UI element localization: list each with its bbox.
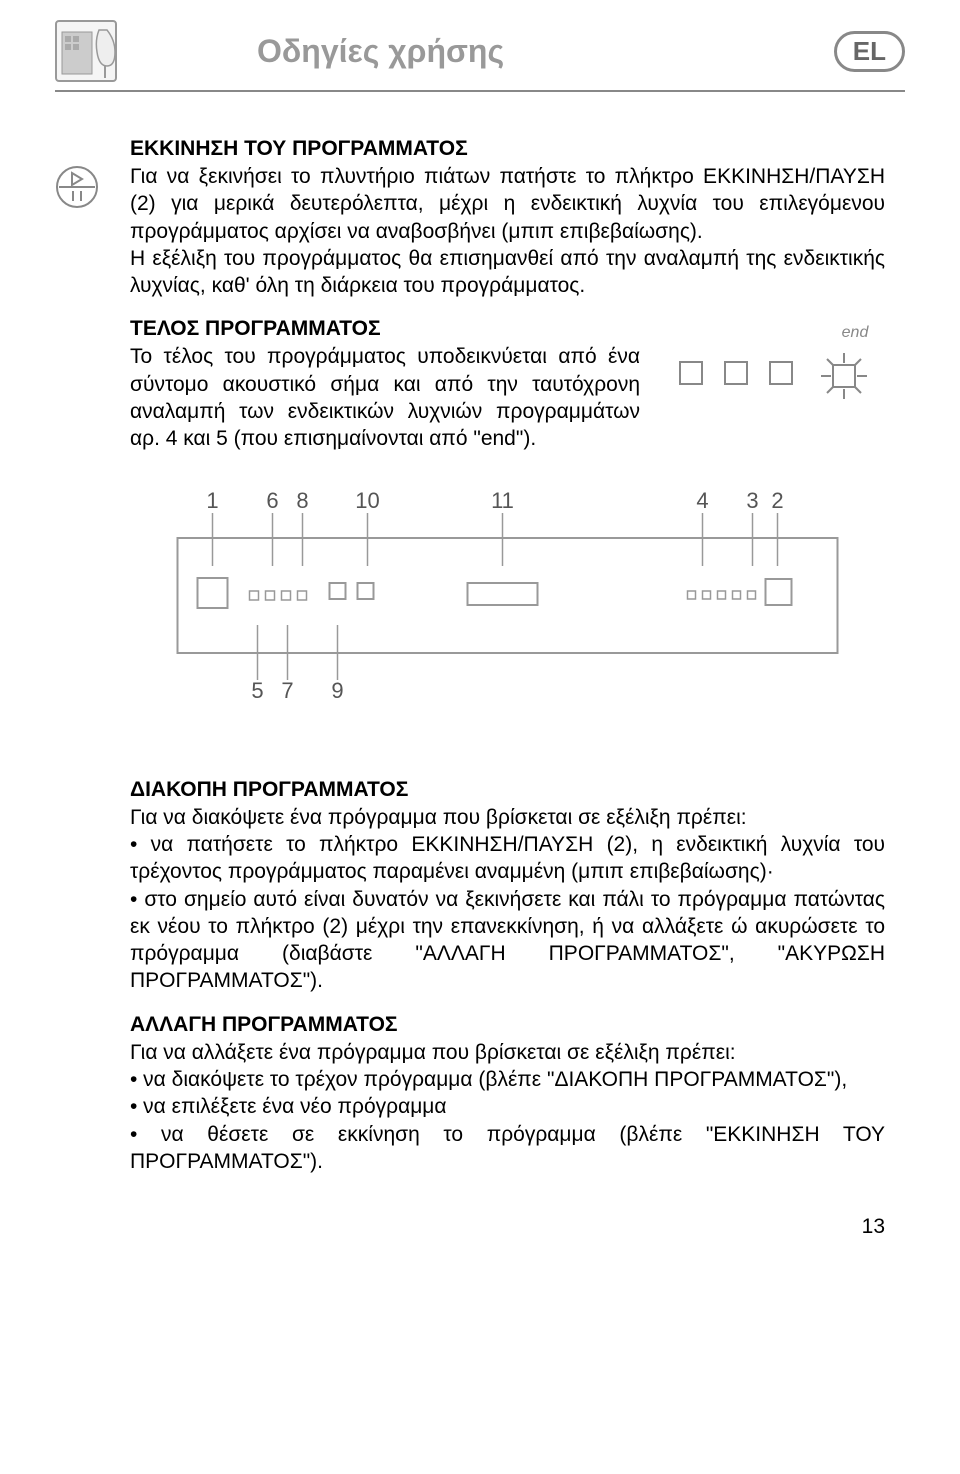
body-text: Η εξέλιξη του προγράμματος θα επισημανθε… xyxy=(130,245,885,300)
svg-text:5: 5 xyxy=(251,678,263,703)
section-title: ΑΛΛΑΓΗ ΠΡΟΓΡΑΜΜΑΤΟΣ xyxy=(130,1013,885,1037)
logo-icon xyxy=(55,20,117,82)
control-panel-diagram: 1 68 10 11 4 32 57 9 xyxy=(130,483,885,718)
bullet: • να θέσετε σε εκκίνηση το πρόγραμμα (βλ… xyxy=(130,1121,885,1176)
section-title: ΔΙΑΚΟΠΗ ΠΡΟΓΡΑΜΜΑΤΟΣ xyxy=(130,778,885,802)
svg-text:6: 6 xyxy=(266,488,278,513)
svg-text:7: 7 xyxy=(281,678,293,703)
section-end: ΤΕΛΟΣ ΠΡΟΓΡΑΜΜΑΤΟΣ Το τέλος του προγράμμ… xyxy=(130,317,885,452)
content: ΕΚΚΙΝΗΣΗ ΤΟΥ ΠΡΟΓΡΑΜΜΑΤΟΣ Για να ξεκινήσ… xyxy=(55,137,905,1175)
svg-text:11: 11 xyxy=(491,488,514,513)
svg-text:10: 10 xyxy=(355,488,379,513)
bullet: • να επιλέξετε ένα νέο πρόγραμμα xyxy=(130,1093,885,1120)
body-text: Για να διακόψετε ένα πρόγραμμα που βρίσκ… xyxy=(130,804,885,831)
body-text: Για να αλλάξετε ένα πρόγραμμα που βρίσκε… xyxy=(130,1039,885,1066)
header-left: Οδηγίες χρήσης xyxy=(55,20,504,82)
svg-text:4: 4 xyxy=(696,488,708,513)
start-pause-icon xyxy=(55,165,99,209)
section-start: ΕΚΚΙΝΗΣΗ ΤΟΥ ΠΡΟΓΡΑΜΜΑΤΟΣ Για να ξεκινήσ… xyxy=(130,137,885,299)
telos-text-col: ΤΕΛΟΣ ΠΡΟΓΡΑΜΜΑΤΟΣ Το τέλος του προγράμμ… xyxy=(130,317,640,452)
body-text: Για να ξεκινήσει το πλυντήριο πιάτων πατ… xyxy=(130,163,885,245)
section-interrupt: ΔΙΑΚΟΠΗ ΠΡΟΓΡΑΜΜΑΤΟΣ Για να διακόψετε έν… xyxy=(130,778,885,995)
bullet: • να διακόψετε το τρέχον πρόγραμμα (βλέπ… xyxy=(130,1066,885,1093)
section-change: ΑΛΛΑΓΗ ΠΡΟΓΡΑΜΜΑΤΟΣ Για να αλλάξετε ένα … xyxy=(130,1013,885,1175)
svg-text:9: 9 xyxy=(331,678,343,703)
end-indicator-diagram: end xyxy=(670,317,885,412)
section-title: ΤΕΛΟΣ ΠΡΟΓΡΑΜΜΑΤΟΣ xyxy=(130,317,640,341)
page-number: 13 xyxy=(55,1215,905,1239)
page-header: Οδηγίες χρήσης EL xyxy=(55,20,905,92)
svg-text:2: 2 xyxy=(771,488,783,513)
page-title: Οδηγίες χρήσης xyxy=(257,33,504,70)
body-text: Το τέλος του προγράμματος υποδεικνύεται … xyxy=(130,343,640,452)
language-badge: EL xyxy=(834,31,905,72)
svg-text:1: 1 xyxy=(206,488,218,513)
svg-text:8: 8 xyxy=(296,488,308,513)
svg-text:3: 3 xyxy=(746,488,758,513)
bullet: • να πατήσετε το πλήκτρο ΕΚΚΙΝΗΣΗ/ΠΑΥΣΗ … xyxy=(130,831,885,886)
svg-text:end: end xyxy=(842,324,870,341)
bullet: • στο σημείο αυτό είναι δυνατόν να ξεκιν… xyxy=(130,886,885,995)
section-title: ΕΚΚΙΝΗΣΗ ΤΟΥ ΠΡΟΓΡΑΜΜΑΤΟΣ xyxy=(130,137,885,161)
